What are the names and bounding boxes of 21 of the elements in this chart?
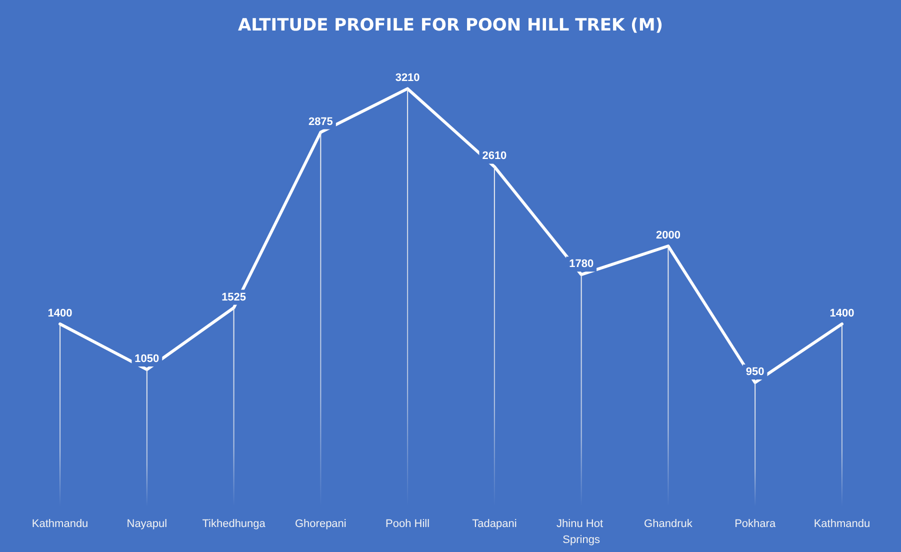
- data-label: 1050: [134, 353, 160, 365]
- x-tick-label: Tikhedhunga: [202, 518, 266, 530]
- x-tick-label: Nayapul: [126, 518, 168, 530]
- x-tick-label: Jhinu Hot Springs: [556, 518, 606, 546]
- data-label: 950: [746, 366, 764, 378]
- data-label: 1780: [569, 258, 594, 270]
- x-tick-label: Pokhara: [734, 518, 776, 530]
- x-tick-label: Ghorepani: [294, 518, 346, 530]
- data-label: 1525: [222, 291, 246, 304]
- data-label: 2610: [482, 150, 507, 162]
- data-label: 2000: [656, 230, 680, 242]
- data-label: 1400: [48, 308, 72, 320]
- data-label: 1400: [830, 308, 854, 320]
- data-label: 2875: [308, 116, 333, 128]
- x-tick-label: Tadapani: [472, 518, 517, 530]
- chart-title: ALTITUDE PROFILE FOR POON HILL TREK (M): [238, 16, 664, 36]
- x-tick-label: Ghandruk: [644, 518, 693, 530]
- data-label: 3210: [395, 72, 420, 84]
- x-tick-label: Pooh Hill: [386, 518, 430, 530]
- x-tick-label: Kathmandu: [814, 518, 870, 530]
- x-tick-label: Kathmandu: [32, 518, 88, 530]
